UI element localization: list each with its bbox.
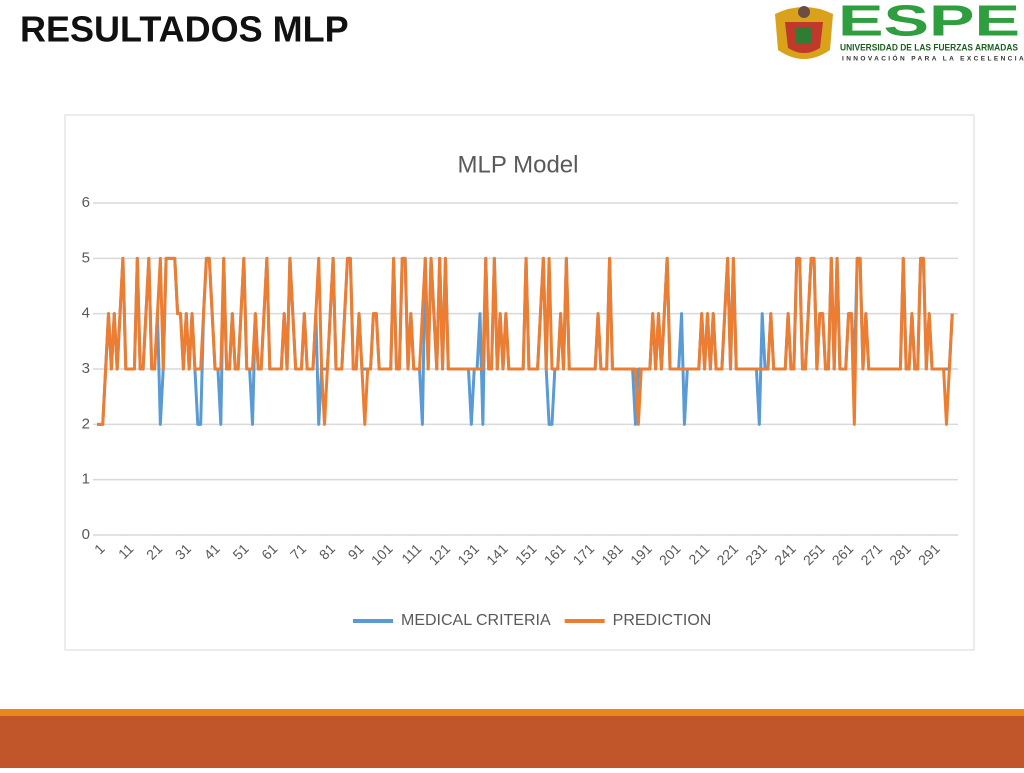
footer-line xyxy=(0,709,1024,716)
y-tick-label: 3 xyxy=(82,360,90,377)
y-tick-label: 6 xyxy=(82,194,90,211)
logo-band xyxy=(838,42,1020,54)
legend-label: MEDICAL CRITERIA xyxy=(401,612,551,629)
y-tick-label: 2 xyxy=(82,415,90,432)
series-line xyxy=(97,256,954,426)
logo-emblem xyxy=(775,6,833,59)
chart-frame xyxy=(64,114,975,651)
y-tick-label: 5 xyxy=(82,249,90,266)
logo-subtitle: UNIVERSIDAD DE LAS FUERZAS ARMADAS xyxy=(840,42,1018,52)
legend-label: PREDICTION xyxy=(613,612,712,629)
logo-text: ESPE xyxy=(838,0,1020,46)
y-tick-label: 1 xyxy=(82,471,90,488)
y-tick-label: 4 xyxy=(82,305,90,322)
footer-band xyxy=(0,716,1024,768)
y-tick-label: 0 xyxy=(82,526,90,543)
chart-title: MLP Model xyxy=(458,151,579,178)
slide-title: RESULTADOS MLP xyxy=(20,9,349,50)
logo-tagline: INNOVACIÓN PARA LA EXCELENCIA xyxy=(842,54,1024,63)
